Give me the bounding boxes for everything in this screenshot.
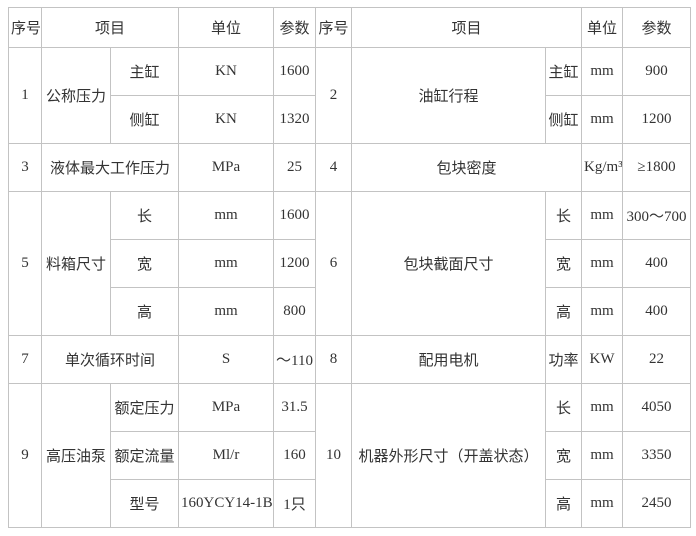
item-cell: 单次循环时间 <box>40 335 180 384</box>
header-param-right: 参数 <box>622 7 692 48</box>
value-cell: 1320 <box>273 95 317 144</box>
table-row: 宽 mm 1200 宽 mm 400 <box>9 239 692 288</box>
subitem-cell: 长 <box>545 383 583 432</box>
value-cell: 25 <box>273 143 317 192</box>
value-cell: 1600 <box>273 47 317 96</box>
seq-cell: 4 <box>315 143 353 192</box>
table-row: 5 料箱尺寸 长 mm 1600 6 包块截面尺寸 长 mm 300～700 <box>8 191 692 336</box>
unit-cell: mm <box>581 239 624 288</box>
subitem-cell: 高 <box>109 287 180 336</box>
table-row: 额定流量 Ml/r 160 宽 mm 3350 <box>9 431 692 480</box>
value-cell: 900 <box>622 47 692 96</box>
unit-cell: mm <box>581 431 624 480</box>
subitem-cell: 型号 <box>109 479 180 528</box>
table-row: 7 单次循环时间 S ～110 8 配用电机 功率 KW 22 <box>8 335 692 384</box>
seq-cell: 9 <box>8 383 42 528</box>
unit-cell: MPa <box>178 383 275 432</box>
subitem-cell: 宽 <box>109 239 180 288</box>
header-unit-right: 单位 <box>581 7 624 48</box>
header-item-right: 项目 <box>351 7 583 48</box>
value-cell: ～110 <box>273 335 317 384</box>
unit-cell: KN <box>178 47 275 96</box>
subitem-cell: 额定流量 <box>109 431 180 480</box>
value-cell: 4050 <box>622 383 692 432</box>
value-cell: 800 <box>273 287 317 336</box>
unit-cell: S <box>178 335 275 384</box>
seq-cell: 3 <box>8 143 42 192</box>
value-cell: 3350 <box>622 431 692 480</box>
subitem-cell: 长 <box>545 191 583 240</box>
item-cell: 公称压力 <box>41 47 111 144</box>
value-cell: 1200 <box>273 239 317 288</box>
seq-cell: 8 <box>315 335 353 384</box>
item-cell: 高压油泵 <box>41 383 111 528</box>
subitem-cell: 长 <box>109 191 180 240</box>
spec-table: 序号 项目 单位 参数 序号 项目 单位 参数 1 公称压力 主缸 KN 160… <box>8 7 692 528</box>
header-unit-left: 单位 <box>178 7 275 48</box>
subitem-cell: 侧缸 <box>545 95 583 144</box>
header-row: 序号 项目 单位 参数 序号 项目 单位 参数 <box>8 7 692 48</box>
unit-cell: mm <box>178 287 275 336</box>
table-row: 1 公称压力 主缸 KN 1600 2 油缸行程 主缸 mm 900 <box>8 47 692 144</box>
subitem-cell: 功率 <box>545 335 583 384</box>
unit-cell: mm <box>581 479 624 528</box>
header-seq-right: 序号 <box>315 7 353 48</box>
item-cell: 液体最大工作压力 <box>40 143 180 192</box>
item-cell: 包块密度 <box>351 143 583 192</box>
seq-cell: 1 <box>8 47 42 144</box>
subitem-cell: 高 <box>545 479 583 528</box>
subitem-cell: 高 <box>545 287 583 336</box>
subitem-cell: 宽 <box>545 431 583 480</box>
unit-cell: mm <box>178 239 275 288</box>
unit-cell: mm <box>581 191 624 240</box>
unit-cell: Ml/r <box>178 431 275 480</box>
item-cell: 料箱尺寸 <box>41 191 111 336</box>
unit-cell: mm <box>581 383 624 432</box>
seq-cell: 7 <box>8 335 42 384</box>
value-cell: 1只 <box>273 479 317 528</box>
unit-cell: MPa <box>178 143 275 192</box>
unit-cell: mm <box>178 191 275 240</box>
subitem-cell: 侧缸 <box>109 95 180 144</box>
value-cell: 400 <box>622 287 692 336</box>
unit-cell: mm <box>581 95 624 144</box>
item-cell: 机器外形尺寸（开盖状态） <box>351 383 547 528</box>
unit-cell: KW <box>581 335 624 384</box>
header-seq-left: 序号 <box>8 7 42 48</box>
unit-cell: mm <box>581 47 624 96</box>
value-cell: 2450 <box>622 479 692 528</box>
value-cell: 160 <box>273 431 317 480</box>
seq-cell: 5 <box>8 191 42 336</box>
table-row: 9 高压油泵 额定压力 MPa 31.5 10 机器外形尺寸（开盖状态） 长 m… <box>8 383 692 528</box>
seq-cell: 10 <box>315 383 353 528</box>
seq-cell: 2 <box>315 47 353 144</box>
value-cell: 1200 <box>622 95 692 144</box>
header-item-left: 项目 <box>40 7 180 48</box>
value-cell: ≥1800 <box>622 143 692 192</box>
table-row: 型号 160YCY14-1B 1只 高 mm 2450 <box>9 479 692 528</box>
unit-cell: KN <box>178 95 275 144</box>
unit-cell: Kg/m³ <box>581 143 624 192</box>
seq-cell: 6 <box>315 191 353 336</box>
table-row: 3 液体最大工作压力 MPa 25 4 包块密度 Kg/m³ ≥1800 <box>8 143 692 192</box>
value-cell: 1600 <box>273 191 317 240</box>
unit-cell: 160YCY14-1B <box>178 479 275 528</box>
value-cell: 22 <box>622 335 692 384</box>
item-cell: 配用电机 <box>351 335 547 384</box>
item-cell: 包块截面尺寸 <box>351 191 547 336</box>
subitem-cell: 宽 <box>545 239 583 288</box>
table-row: 高 mm 800 高 mm 400 <box>9 287 692 336</box>
subitem-cell: 额定压力 <box>109 383 180 432</box>
subitem-cell: 主缸 <box>109 47 180 96</box>
subitem-cell: 主缸 <box>545 47 583 96</box>
unit-cell: mm <box>581 287 624 336</box>
value-cell: 31.5 <box>273 383 317 432</box>
header-param-left: 参数 <box>273 7 317 48</box>
item-cell: 油缸行程 <box>351 47 547 144</box>
value-cell: 300～700 <box>622 191 692 240</box>
table-row: 侧缸 KN 1320 侧缸 mm 1200 <box>9 95 692 144</box>
value-cell: 400 <box>622 239 692 288</box>
